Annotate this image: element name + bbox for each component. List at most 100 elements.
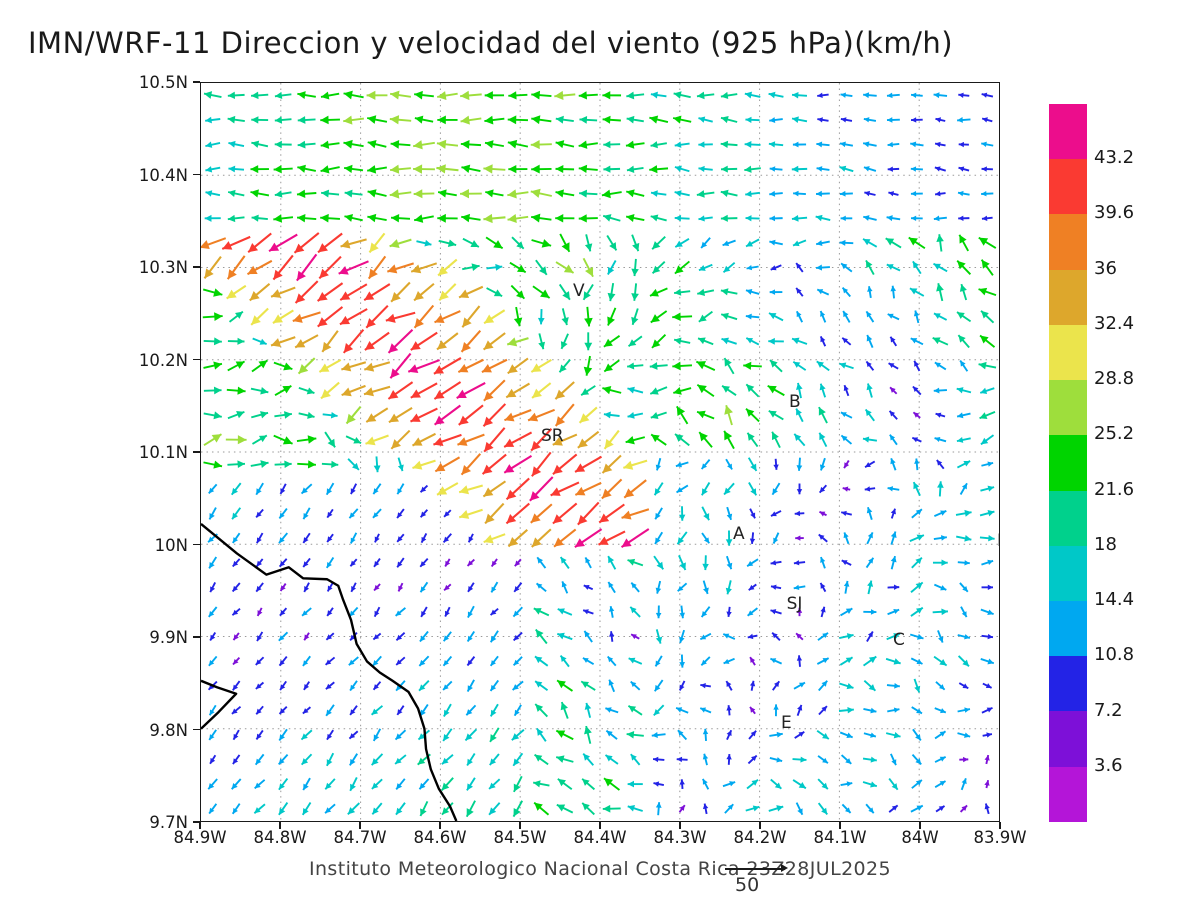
wind-arrow <box>370 705 384 716</box>
wind-arrow <box>373 583 381 592</box>
wind-arrow <box>654 507 663 520</box>
wind-arrow <box>796 483 803 495</box>
wind-arrow <box>512 631 523 642</box>
wind-arrow <box>320 213 341 223</box>
wind-arrow <box>488 778 501 790</box>
wind-arrow <box>839 190 853 197</box>
wind-arrow <box>672 361 693 371</box>
wind-arrow <box>768 409 784 421</box>
colorbar-band <box>1049 490 1087 546</box>
wind-arrow <box>226 386 246 395</box>
wind-arrow <box>232 532 241 544</box>
wind-arrow <box>508 91 528 100</box>
wind-arrow <box>531 213 552 223</box>
wind-arrow <box>534 753 549 766</box>
wind-arrow <box>959 582 969 593</box>
wind-arrow <box>507 139 529 149</box>
city-label-i: I <box>997 531 999 551</box>
wind-arrow <box>862 141 877 148</box>
wind-arrow <box>338 260 369 275</box>
wind-arrow <box>866 383 873 398</box>
speed-colorbar <box>1048 103 1088 823</box>
wind-arrow <box>840 754 852 765</box>
wind-arrow <box>274 91 292 100</box>
wind-arrow <box>461 213 481 223</box>
wind-arrow <box>325 632 335 641</box>
wind-arrow <box>791 91 808 99</box>
wind-arrow <box>932 559 948 566</box>
y-axis-tick-label: 9.9N <box>149 628 188 647</box>
wind-arrow <box>933 387 947 394</box>
wind-arrow <box>817 117 829 123</box>
wind-arrow <box>227 411 245 420</box>
wind-arrow <box>344 213 363 222</box>
wind-arrow <box>655 629 663 644</box>
wind-arrow <box>232 558 241 568</box>
wind-arrow <box>627 386 644 394</box>
wind-arrow <box>441 754 454 765</box>
wind-arrow <box>209 582 217 593</box>
wind-arrow <box>700 458 711 470</box>
wind-arrow <box>300 753 313 766</box>
wind-arrow <box>981 117 993 123</box>
wind-arrow <box>342 329 365 354</box>
wind-arrow <box>745 383 760 398</box>
wind-arrow <box>485 189 504 198</box>
wind-arrow <box>840 411 853 419</box>
wind-arrow <box>980 434 995 446</box>
wind-arrow <box>862 756 877 763</box>
wind-arrow <box>980 310 995 324</box>
wind-arrow <box>839 141 854 148</box>
wind-arrow <box>696 190 715 198</box>
wind-arrow <box>273 164 293 174</box>
wind-arrow <box>650 91 667 99</box>
wind-arrow <box>227 360 246 372</box>
wind-arrow <box>226 284 247 300</box>
wind-arrow <box>250 460 269 468</box>
wind-arrow <box>978 361 997 370</box>
wind-arrow <box>574 528 603 549</box>
wind-arrow <box>934 756 947 763</box>
wind-arrow <box>556 803 574 814</box>
wind-arrow <box>413 164 435 174</box>
wind-arrow <box>981 461 994 467</box>
wind-arrow <box>602 385 622 395</box>
wind-arrow <box>700 606 711 618</box>
wind-arrow <box>582 257 594 278</box>
wind-arrow <box>769 239 783 246</box>
wind-arrow <box>934 361 947 371</box>
wind-arrow <box>933 262 948 273</box>
wind-arrow <box>748 583 757 591</box>
wind-arrow <box>626 115 644 124</box>
wind-arrow <box>910 141 924 148</box>
wind-arrow <box>419 581 429 593</box>
wind-arrow <box>555 115 574 124</box>
wind-arrow <box>339 283 368 301</box>
wind-arrow <box>231 803 241 815</box>
wind-arrow <box>320 381 340 400</box>
wind-arrow <box>655 802 662 816</box>
wind-arrow <box>627 362 644 370</box>
wind-arrow <box>630 680 641 691</box>
wind-arrow <box>841 337 852 346</box>
wind-arrow <box>980 259 994 276</box>
wind-arrow <box>489 679 500 692</box>
wind-arrow <box>959 283 968 301</box>
wind-arrow <box>675 707 689 714</box>
wind-arrow <box>720 288 738 296</box>
wind-arrow <box>456 382 486 399</box>
wind-arrow <box>699 632 712 641</box>
wind-arrow <box>209 754 217 765</box>
wind-arrow <box>839 633 854 640</box>
wind-arrow <box>720 165 738 173</box>
wind-arrow <box>228 140 245 148</box>
wind-arrow <box>769 190 783 197</box>
colorbar-tick-label: 10.8 <box>1094 644 1135 666</box>
wind-arrow <box>726 729 733 741</box>
wind-arrow <box>981 215 993 222</box>
wind-arrow <box>768 312 784 322</box>
wind-arrow <box>702 580 709 595</box>
wind-arrow <box>507 214 529 224</box>
wind-arrow <box>723 657 735 665</box>
wind-arrow <box>815 240 830 247</box>
